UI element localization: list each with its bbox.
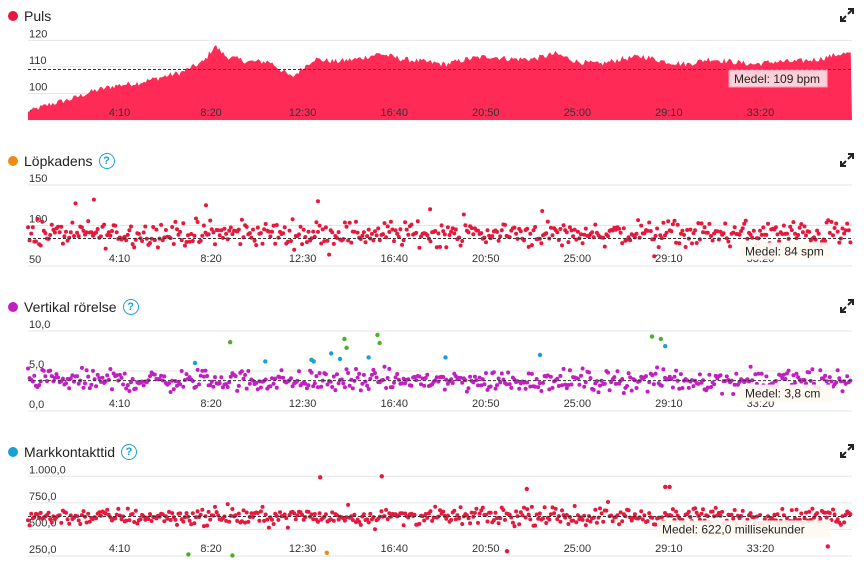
panel-lopkadens: Löpkadens ?: [0, 151, 864, 271]
chart-title: Löpkadens: [24, 153, 93, 169]
series-dot: [8, 156, 18, 166]
help-icon[interactable]: ?: [98, 153, 115, 169]
panel-puls: Puls: [0, 6, 864, 126]
expand-icon[interactable]: [840, 444, 854, 458]
chart-title: Markkontakttid: [24, 444, 116, 460]
chart-title: Puls: [24, 8, 52, 24]
panel-vertikal-rorelse: Vertikal rörelse ?: [0, 297, 864, 417]
series-dot: [8, 302, 18, 312]
panel-header: Puls: [8, 6, 51, 26]
panel-header: Markkontakttid ?: [8, 442, 138, 462]
expand-icon[interactable]: [840, 8, 854, 22]
expand-icon[interactable]: [840, 299, 854, 313]
panel-header: Vertikal rörelse ?: [8, 297, 139, 317]
help-icon[interactable]: ?: [121, 444, 138, 460]
panel-header: Löpkadens ?: [8, 151, 115, 171]
series-dot: [8, 447, 18, 457]
series-dot: [8, 11, 18, 21]
chart-title: Vertikal rörelse: [24, 299, 117, 315]
help-icon[interactable]: ?: [122, 299, 139, 315]
expand-icon[interactable]: [840, 153, 854, 167]
panel-markkontakttid: Markkontakttid ?: [0, 442, 864, 562]
